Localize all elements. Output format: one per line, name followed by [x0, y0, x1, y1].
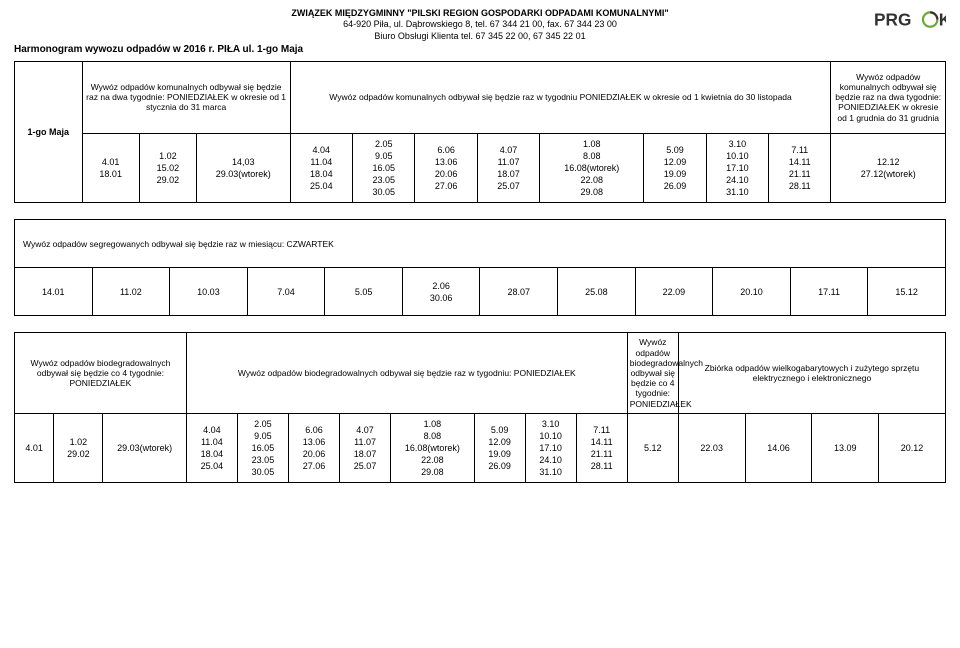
cell-a-8: 1.088.0816.08(wtorek)22.0829.08 — [540, 133, 644, 203]
cell-c-9: 5.0912.0919.0926.09 — [474, 413, 525, 483]
cell-c-8: 1.088.0816.08(wtorek)22.0829.08 — [391, 413, 474, 483]
cell-a-12: 12.1227.12(wtorek) — [831, 133, 946, 203]
cell-a-3: 14,0329.03(wtorek) — [197, 133, 291, 203]
cell-c-7: 4.0711.0718.0725.07 — [340, 413, 391, 483]
org-office: Biuro Obsługi Klienta tel. 67 345 22 00,… — [86, 31, 874, 42]
cell-a-4: 4.0411.0418.0425.04 — [290, 133, 352, 203]
table-communal: 1-go Maja Wywóz odpadów komunalnych odby… — [14, 61, 946, 204]
cell-b-9: 22.09 — [635, 268, 713, 316]
bulky-header: Zbiórka odpadów wielkogabarytowych i zuż… — [678, 333, 945, 413]
cell-c-5: 2.059.0516.0523.0530.05 — [237, 413, 288, 483]
cell-b-4: 7.04 — [247, 268, 325, 316]
cell-b-7: 28.07 — [480, 268, 558, 316]
bio-header-3: Wywóz odpadów biodegradowalnych odbywał … — [627, 333, 678, 413]
cell-a-1: 4.0118.01 — [82, 133, 139, 203]
cell-c-11: 7.1114.1121.1128.11 — [576, 413, 627, 483]
cell-c-2: 1.0229.02 — [54, 413, 103, 483]
cell-a-6: 6.0613.0620.0627.06 — [415, 133, 477, 203]
page-title: Harmonogram wywozu odpadów w 2016 r. PIŁ… — [14, 44, 946, 55]
cell-b-11: 17.11 — [790, 268, 868, 316]
cell-c-1: 4.01 — [15, 413, 54, 483]
cell-c-6: 6.0613.0620.0627.06 — [288, 413, 339, 483]
cell-c-13: 22.03 — [678, 413, 745, 483]
cell-a-11: 7.1114.1121.1128.11 — [769, 133, 831, 203]
cell-a-10: 3.1010.1017.1024.1031.10 — [706, 133, 768, 203]
cell-a-5: 2.059.0516.0523.0530.05 — [353, 133, 415, 203]
street-label: 1-go Maja — [15, 61, 83, 203]
svg-text:K: K — [939, 9, 946, 29]
logo-icon: PRG K — [874, 8, 946, 34]
communal-header-1: Wywóz odpadów komunalnych odbywał się bę… — [82, 61, 290, 133]
cell-a-9: 5.0912.0919.0926.09 — [644, 133, 706, 203]
cell-b-1: 14.01 — [15, 268, 93, 316]
cell-c-16: 20.12 — [879, 413, 946, 483]
cell-b-8: 25.08 — [558, 268, 636, 316]
cell-b-10: 20.10 — [713, 268, 791, 316]
cell-b-2: 11.02 — [92, 268, 170, 316]
header-center: ZWIĄZEK MIĘDZYGMINNY "PILSKI REGION GOSP… — [86, 8, 874, 42]
cell-c-3: 29.03(wtorek) — [103, 413, 186, 483]
cell-a-2: 1.0215.0229.02 — [139, 133, 196, 203]
cell-c-4: 4.0411.0418.0425.04 — [186, 413, 237, 483]
svg-text:PRG: PRG — [874, 9, 911, 29]
org-address: 64-920 Piła, ul. Dąbrowskiego 8, tel. 67… — [86, 19, 874, 30]
org-name: ZWIĄZEK MIĘDZYGMINNY "PILSKI REGION GOSP… — [86, 8, 874, 19]
table-bio: Wywóz odpadów biodegradowalnych odbywał … — [14, 332, 946, 483]
cell-c-10: 3.1010.1017.1024.1031.10 — [525, 413, 576, 483]
cell-c-12: 5.12 — [627, 413, 678, 483]
bio-header-1: Wywóz odpadów biodegradowalnych odbywał … — [15, 333, 187, 413]
cell-b-3: 10.03 — [170, 268, 248, 316]
cell-c-15: 13.09 — [812, 413, 879, 483]
bio-header-2: Wywóz odpadów biodegradowalnych odbywał … — [186, 333, 627, 413]
page-header: ZWIĄZEK MIĘDZYGMINNY "PILSKI REGION GOSP… — [14, 8, 946, 42]
cell-b-5: 5.05 — [325, 268, 403, 316]
cell-b-12: 15.12 — [868, 268, 946, 316]
cell-b-6: 2.0630.06 — [402, 268, 480, 316]
table-segregated: Wywóz odpadów segregowanych odbywał się … — [14, 219, 946, 316]
segregated-header: Wywóz odpadów segregowanych odbywał się … — [15, 220, 946, 268]
cell-a-7: 4.0711.0718.0725.07 — [477, 133, 539, 203]
logo: PRG K — [874, 8, 946, 36]
communal-header-2: Wywóz odpadów komunalnych odbywał się bę… — [290, 61, 831, 133]
communal-header-3: Wywóz odpadów komunalnych odbywał się bę… — [831, 61, 946, 133]
cell-c-14: 14.06 — [745, 413, 812, 483]
